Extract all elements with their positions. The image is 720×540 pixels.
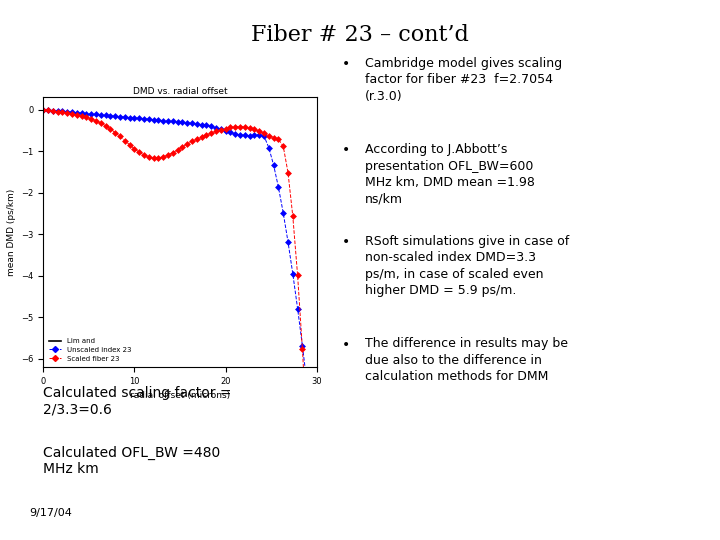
Text: •: • bbox=[342, 235, 350, 249]
Text: Calculated OFL_BW =480
MHz km: Calculated OFL_BW =480 MHz km bbox=[43, 446, 220, 476]
Text: 9/17/04: 9/17/04 bbox=[29, 508, 72, 518]
Text: RSoft simulations give in case of
non-scaled index DMD=3.3
ps/m, in case of scal: RSoft simulations give in case of non-sc… bbox=[365, 235, 570, 298]
Text: •: • bbox=[342, 143, 350, 157]
Text: •: • bbox=[342, 338, 350, 352]
X-axis label: radial offset (microns): radial offset (microns) bbox=[130, 392, 230, 401]
Title: DMD vs. radial offset: DMD vs. radial offset bbox=[132, 87, 228, 97]
Y-axis label: mean DMD (ps/km): mean DMD (ps/km) bbox=[6, 188, 16, 276]
Text: Calculated scaling factor =
2/3.3=0.6: Calculated scaling factor = 2/3.3=0.6 bbox=[43, 386, 232, 416]
Text: The difference in results may be
due also to the difference in
calculation metho: The difference in results may be due als… bbox=[365, 338, 568, 383]
Text: Fiber # 23 – cont’d: Fiber # 23 – cont’d bbox=[251, 24, 469, 46]
Text: Cambridge model gives scaling
factor for fiber #23  f=2.7054
(r.3.0): Cambridge model gives scaling factor for… bbox=[365, 57, 562, 103]
Text: According to J.Abbott’s
presentation OFL_BW=600
MHz km, DMD mean =1.98
ns/km: According to J.Abbott’s presentation OFL… bbox=[365, 143, 535, 206]
Legend: Lim and, Unscaled index 23, Scaled fiber 23: Lim and, Unscaled index 23, Scaled fiber… bbox=[47, 336, 133, 364]
Text: •: • bbox=[342, 57, 350, 71]
